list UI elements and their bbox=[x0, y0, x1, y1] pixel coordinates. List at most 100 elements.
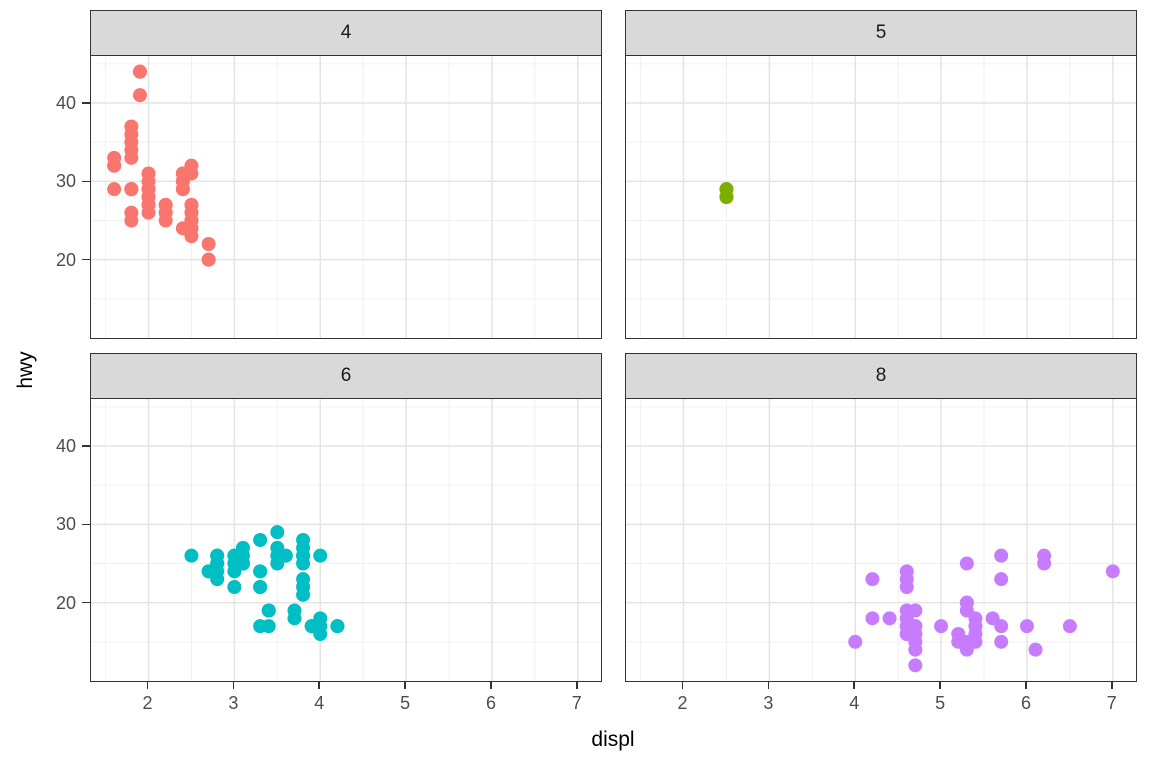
data-point bbox=[1028, 642, 1043, 657]
x-tick-label: 5 bbox=[400, 693, 411, 713]
y-tick-label: 30 bbox=[55, 171, 76, 192]
facet-4: 4 bbox=[90, 10, 602, 339]
data-point bbox=[107, 182, 122, 197]
x-tick-mark bbox=[939, 681, 941, 689]
x-tick-label: 3 bbox=[228, 693, 239, 713]
y-tick-label: 20 bbox=[55, 249, 76, 270]
x-tick-mark bbox=[404, 681, 406, 689]
y-tick-mark bbox=[82, 445, 90, 447]
data-point bbox=[994, 548, 1009, 563]
y-tick-label: 30 bbox=[55, 514, 76, 535]
scatter-panel-6 bbox=[91, 399, 601, 681]
facet-strip-label: 4 bbox=[340, 22, 352, 43]
scatter-panel-5 bbox=[626, 56, 1136, 338]
data-point bbox=[908, 658, 923, 673]
x-tick-mark bbox=[490, 681, 492, 689]
data-point bbox=[1105, 564, 1120, 579]
x-tick-label: 6 bbox=[485, 693, 496, 713]
data-point bbox=[201, 237, 216, 251]
data-point bbox=[934, 619, 949, 634]
x-tick-mark bbox=[853, 681, 855, 689]
data-point bbox=[1019, 619, 1034, 634]
y-axis-title: hwy bbox=[14, 351, 37, 389]
x-tick-label: 7 bbox=[1106, 693, 1117, 713]
x-tick-label: 3 bbox=[763, 693, 774, 713]
facet-strip-6: 6 bbox=[90, 353, 602, 399]
data-point bbox=[227, 580, 242, 594]
data-point bbox=[235, 540, 250, 555]
data-point bbox=[253, 564, 268, 579]
y-tick-mark bbox=[82, 601, 90, 604]
data-point bbox=[959, 556, 974, 571]
data-point bbox=[141, 166, 156, 181]
facet-panel-4 bbox=[90, 56, 602, 339]
data-point bbox=[107, 150, 122, 165]
x-tick-label: 7 bbox=[571, 693, 582, 713]
facet-6: 6 bbox=[90, 353, 602, 682]
data-point bbox=[296, 572, 311, 587]
data-point bbox=[848, 634, 863, 649]
facet-strip-label: 8 bbox=[875, 365, 887, 386]
data-point bbox=[124, 182, 139, 197]
x-tick-mark bbox=[1111, 681, 1113, 689]
x-tick-label: 6 bbox=[1020, 693, 1031, 713]
x-tick-mark bbox=[1025, 681, 1027, 689]
scatter-panel-8 bbox=[626, 399, 1136, 681]
data-point bbox=[959, 595, 974, 610]
data-point bbox=[261, 619, 276, 634]
x-tick-label: 4 bbox=[849, 693, 860, 713]
data-point bbox=[968, 611, 983, 626]
facet-8: 8 bbox=[625, 353, 1137, 682]
x-tick-mark bbox=[681, 681, 684, 689]
data-point bbox=[253, 533, 268, 547]
facet-panel-6 bbox=[90, 399, 602, 682]
data-point bbox=[253, 580, 268, 594]
data-point bbox=[719, 182, 734, 197]
facet-panel-5 bbox=[625, 56, 1137, 339]
data-point bbox=[132, 64, 147, 79]
data-point bbox=[1037, 548, 1052, 563]
data-point bbox=[158, 197, 173, 212]
data-point bbox=[330, 619, 345, 634]
x-tick-label: 2 bbox=[142, 693, 153, 713]
facet-strip-5: 5 bbox=[625, 10, 1137, 56]
data-point bbox=[865, 611, 880, 626]
data-point bbox=[261, 603, 276, 618]
data-point bbox=[132, 88, 147, 103]
x-tick-label: 4 bbox=[314, 693, 325, 713]
data-point bbox=[994, 634, 1009, 649]
facet-panel-8 bbox=[625, 399, 1137, 682]
x-tick-mark bbox=[576, 681, 578, 689]
data-point bbox=[296, 533, 311, 547]
x-tick-label: 2 bbox=[677, 693, 688, 713]
data-point bbox=[278, 548, 293, 563]
facet-strip-label: 5 bbox=[875, 22, 887, 43]
data-point bbox=[882, 611, 897, 626]
data-point bbox=[865, 572, 880, 587]
x-tick-mark bbox=[767, 681, 770, 689]
x-axis-title: displ bbox=[591, 728, 635, 751]
facet-strip-4: 4 bbox=[90, 10, 602, 56]
data-point bbox=[270, 525, 285, 540]
data-point bbox=[313, 548, 328, 563]
facet-5: 5 bbox=[625, 10, 1137, 339]
data-point bbox=[908, 603, 923, 618]
data-point bbox=[899, 564, 914, 579]
data-point bbox=[908, 619, 923, 634]
data-point bbox=[184, 197, 199, 212]
scatter-panel-4 bbox=[91, 56, 601, 338]
y-tick-label: 20 bbox=[55, 592, 76, 613]
y-tick-mark bbox=[82, 102, 90, 104]
x-tick-mark bbox=[232, 681, 235, 689]
data-point bbox=[201, 252, 216, 267]
x-tick-label: 5 bbox=[935, 693, 946, 713]
y-tick-mark bbox=[82, 523, 90, 526]
data-point bbox=[1062, 619, 1077, 634]
data-point bbox=[184, 548, 199, 563]
x-tick-mark bbox=[146, 681, 149, 689]
data-point bbox=[994, 572, 1009, 587]
facet-strip-label: 6 bbox=[340, 365, 352, 386]
y-tick-label: 40 bbox=[55, 436, 76, 456]
x-tick-mark bbox=[318, 681, 320, 689]
